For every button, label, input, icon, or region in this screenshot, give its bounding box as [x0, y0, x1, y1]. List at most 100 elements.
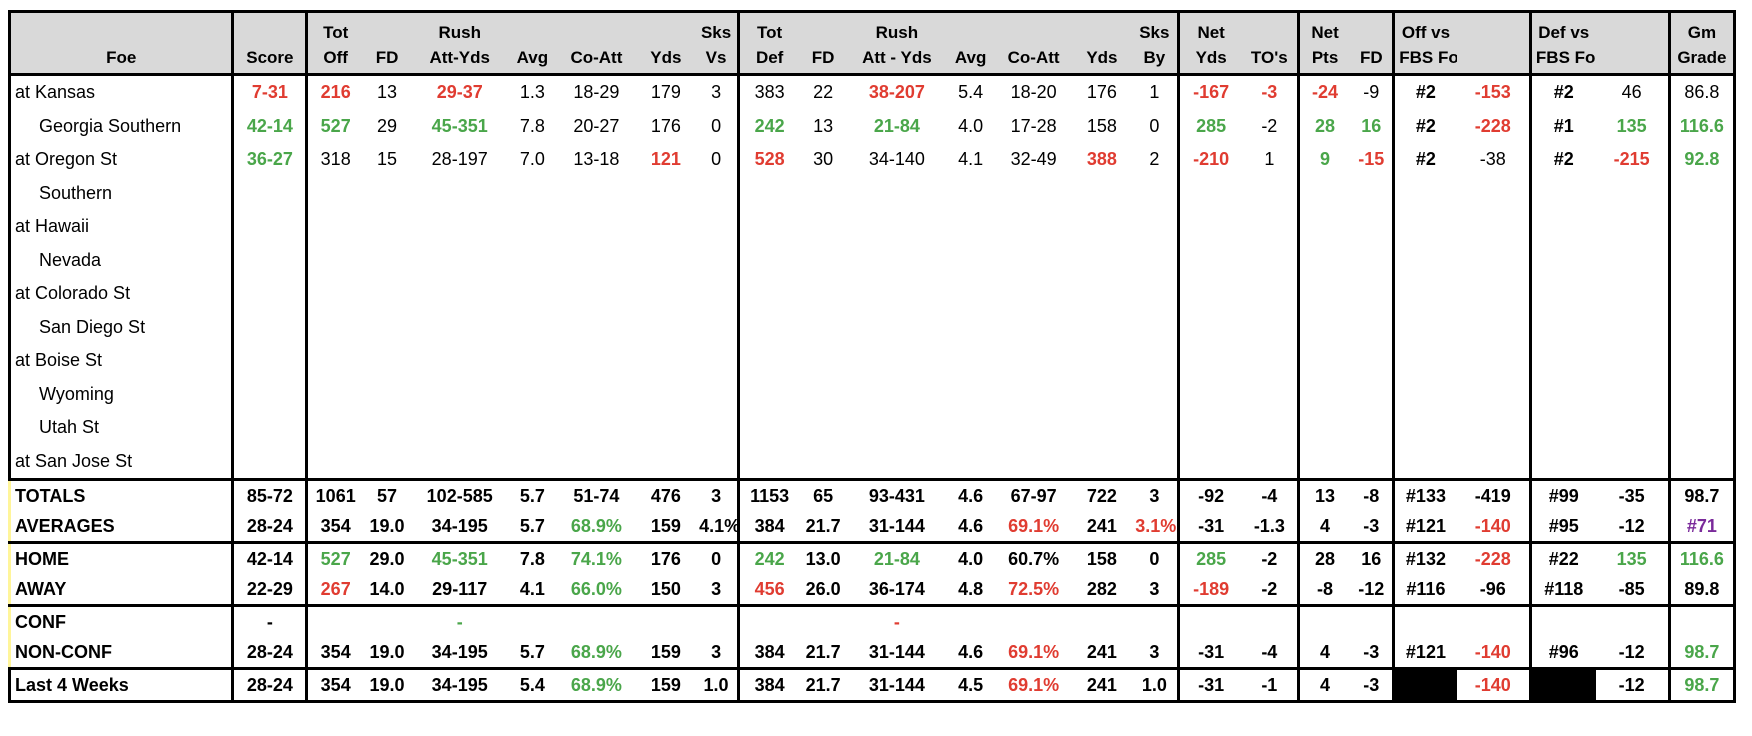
stat-cell: 3: [1149, 485, 1160, 506]
stat-cell: 4.0: [946, 541, 995, 574]
stat-cell: 18-20: [1010, 82, 1057, 103]
stat-cell: 159: [636, 667, 696, 703]
stat-cell: 4.1%: [695, 511, 739, 544]
column-header: Def: [737, 43, 800, 76]
stat-cell: [1528, 210, 1596, 244]
stat-cell: -: [231, 604, 307, 637]
stat-cell: #121: [1392, 637, 1457, 670]
stat-cell: [799, 444, 847, 481]
stat-cell: [1350, 210, 1393, 244]
stat-cell: [1596, 378, 1670, 412]
stat-cell: [508, 604, 557, 637]
stat-cell: [1667, 444, 1737, 481]
stat-cell: 5.7: [519, 485, 545, 506]
stat-cell: [799, 277, 847, 311]
stat-cell: -140: [1456, 511, 1531, 544]
stat-cell: 13: [813, 115, 834, 136]
stat-cell: [1457, 244, 1531, 278]
stat-cell: 34-195: [410, 511, 509, 544]
stat-cell: [1596, 411, 1670, 445]
stat-cell: #22: [1528, 541, 1596, 574]
stat-cell: [1131, 277, 1179, 311]
stat-cell: [799, 210, 847, 244]
stat-cell: [1392, 176, 1457, 210]
stat-cell: [995, 344, 1073, 378]
column-header: Yds: [1177, 43, 1242, 76]
column-header: [946, 10, 995, 43]
stat-cell: [1242, 411, 1298, 445]
stat-cell: [847, 177, 947, 211]
stat-cell: 456: [737, 574, 800, 607]
stat-cell: [1528, 277, 1596, 311]
stat-cell: [1528, 176, 1596, 210]
stat-cell: 150: [636, 574, 696, 607]
stat-cell: 69.1%: [994, 637, 1073, 670]
stat-cell: 5.7: [508, 511, 557, 544]
stat-cell: 242: [737, 109, 800, 143]
stat-cell: #2: [1392, 109, 1457, 143]
stat-cell: [411, 378, 509, 412]
stat-cell: [799, 177, 847, 211]
column-header: Net: [1177, 10, 1242, 43]
stat-cell: [556, 344, 636, 378]
stat-cell: 384: [737, 637, 800, 670]
stat-cell: 31-144: [847, 511, 947, 544]
column-header: Rush: [847, 10, 947, 43]
column-header: Tot: [305, 10, 364, 43]
stat-cell: [231, 377, 307, 411]
header-row: Tot Rush Sks Tot Rush Sks Net Net Off vs Def vs Gm: [7, 10, 1737, 43]
stat-cell: [1177, 377, 1242, 411]
stat-cell: [1296, 377, 1351, 411]
stat-cell: [1350, 411, 1393, 445]
stat-cell: 241: [1072, 511, 1132, 544]
stat-cell: 36-27: [231, 143, 307, 177]
game-row: at San Jose St: [7, 444, 1737, 481]
foe-name: at Oregon St: [7, 143, 233, 177]
stat-cell: [1667, 243, 1737, 277]
stat-cell: [1667, 604, 1737, 637]
stat-cell: [847, 244, 947, 278]
stat-cell: 38-207: [868, 82, 925, 103]
stat-cell: [1457, 210, 1531, 244]
stat-cell: [231, 310, 307, 344]
stat-cell: [947, 411, 995, 445]
stat-cell: -38: [1479, 149, 1506, 170]
stat-cell: [695, 177, 738, 211]
stat-cell: [305, 444, 364, 481]
row-label: TOTALS: [7, 479, 233, 511]
column-header: Yds: [636, 43, 696, 76]
stat-cell: 68.9%: [556, 637, 637, 670]
stat-cell: #2: [1392, 143, 1457, 177]
stat-cell: [509, 378, 557, 412]
stat-cell: [1528, 411, 1596, 445]
stat-cell: [509, 177, 557, 211]
column-header: Grade: [1667, 43, 1737, 76]
stat-cell: 2: [1149, 149, 1160, 170]
game-row: Utah St: [7, 411, 1737, 445]
stat-cell: 354: [305, 637, 364, 670]
column-header: Net: [1296, 10, 1351, 43]
stat-cell: [947, 277, 995, 311]
stat-cell: 5.7: [508, 637, 557, 670]
stat-cell: [1177, 604, 1242, 637]
stat-cell: 21-84: [873, 115, 920, 136]
stat-cell: 3: [1131, 574, 1179, 607]
stat-cell: [1242, 177, 1298, 211]
stat-cell: [637, 210, 696, 244]
column-header: Def vs: [1528, 10, 1596, 43]
stat-cell: [737, 377, 800, 411]
column-header: Pts: [1296, 43, 1351, 76]
stat-cell: 98.7: [1667, 479, 1737, 511]
stat-cell: [995, 244, 1073, 278]
stat-cell: [231, 411, 307, 445]
stat-cell: 67-97: [1010, 485, 1057, 506]
stat-cell: [1350, 244, 1393, 278]
stat-cell: [1392, 277, 1457, 311]
stat-cell: #116: [1392, 574, 1457, 607]
stat-cell: [1177, 210, 1242, 244]
stat-cell: [1296, 176, 1351, 210]
stat-cell: [1296, 310, 1351, 344]
stat-cell: [947, 311, 995, 345]
stat-cell: 13: [377, 82, 398, 103]
column-header: [1595, 10, 1670, 43]
